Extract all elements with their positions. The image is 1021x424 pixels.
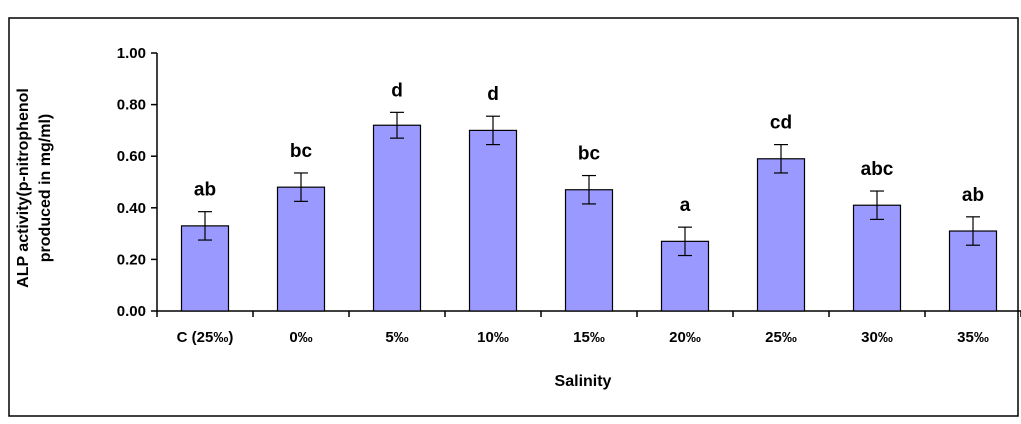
x-category-label: 20‰ — [669, 329, 701, 346]
significance-label: d — [487, 84, 499, 105]
bar — [180, 225, 230, 312]
y-tick-label: 0.00 — [117, 303, 146, 320]
significance-label: cd — [770, 113, 792, 134]
x-category-label: 0‰ — [289, 329, 312, 346]
bar — [564, 189, 614, 312]
x-category-label: 15‰ — [573, 329, 605, 346]
bar — [372, 124, 422, 312]
bar — [756, 158, 806, 312]
y-tick-label: 0.40 — [117, 200, 146, 217]
y-tick-label: 0.20 — [117, 251, 146, 268]
y-tick-label: 1.00 — [117, 45, 146, 62]
bar — [468, 129, 518, 312]
y-axis-title: ALP activity(p-nitrophenol produced in m… — [15, 88, 54, 288]
y-axis-title-line-2: produced in mg/ml) — [37, 114, 54, 262]
y-axis-title-line-1: ALP activity(p-nitrophenol — [15, 88, 32, 288]
significance-label: a — [680, 195, 691, 216]
significance-label: ab — [194, 180, 216, 201]
x-category-label: C (25‰) — [177, 329, 234, 346]
y-tick-label: 0.80 — [117, 97, 146, 114]
x-category-label: 30‰ — [861, 329, 893, 346]
y-tick-label: 0.60 — [117, 148, 146, 165]
plot-area: 0.00 0.20 0.40 0.60 0.80 1.00 ab C (25‰) bc 0‰ d 5‰… — [117, 45, 1021, 346]
x-axis-title: Salinity — [555, 373, 612, 390]
bar — [276, 186, 326, 312]
significance-label: d — [391, 80, 403, 101]
x-category-label: 25‰ — [765, 329, 797, 346]
significance-label: ab — [962, 185, 984, 206]
significance-label: abc — [861, 159, 894, 180]
significance-label: bc — [290, 141, 313, 162]
significance-label: bc — [578, 144, 601, 165]
x-category-label: 35‰ — [957, 329, 989, 346]
x-category-label: 10‰ — [477, 329, 509, 346]
bar — [852, 204, 902, 312]
x-category-label: 5‰ — [385, 329, 408, 346]
